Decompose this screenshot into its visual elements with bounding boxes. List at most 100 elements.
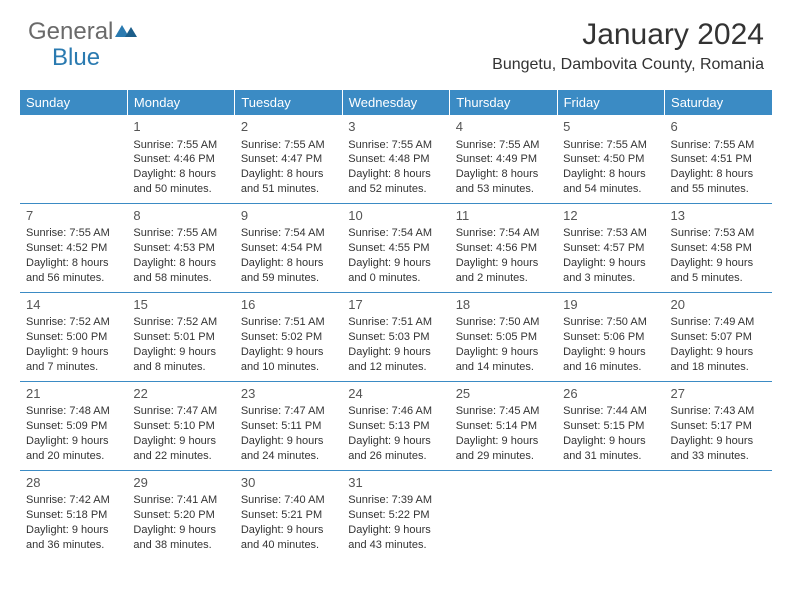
weekday-header: Friday xyxy=(557,90,664,115)
day-number: 28 xyxy=(26,474,121,492)
sunset-text: Sunset: 4:51 PM xyxy=(671,152,766,167)
sunrise-text: Sunrise: 7:55 AM xyxy=(133,138,228,153)
daylight-text: Daylight: 9 hours xyxy=(671,434,766,449)
daylight-text: Daylight: 8 hours xyxy=(456,167,551,182)
day-number: 17 xyxy=(348,296,443,314)
calendar-day-cell: 12Sunrise: 7:53 AMSunset: 4:57 PMDayligh… xyxy=(557,203,664,292)
daylight-text: Daylight: 9 hours xyxy=(563,256,658,271)
sunset-text: Sunset: 5:11 PM xyxy=(241,419,336,434)
daylight-text: and 22 minutes. xyxy=(133,449,228,464)
calendar-day-cell: 7Sunrise: 7:55 AMSunset: 4:52 PMDaylight… xyxy=(20,203,127,292)
day-number: 20 xyxy=(671,296,766,314)
day-number: 31 xyxy=(348,474,443,492)
calendar-week-row: 1Sunrise: 7:55 AMSunset: 4:46 PMDaylight… xyxy=(20,115,772,203)
daylight-text: Daylight: 9 hours xyxy=(456,434,551,449)
sunset-text: Sunset: 5:15 PM xyxy=(563,419,658,434)
calendar-empty-cell xyxy=(557,470,664,558)
daylight-text: and 24 minutes. xyxy=(241,449,336,464)
day-number: 2 xyxy=(241,118,336,136)
day-number: 15 xyxy=(133,296,228,314)
day-number: 7 xyxy=(26,207,121,225)
sunrise-text: Sunrise: 7:39 AM xyxy=(348,493,443,508)
daylight-text: and 56 minutes. xyxy=(26,271,121,286)
calendar-day-cell: 10Sunrise: 7:54 AMSunset: 4:55 PMDayligh… xyxy=(342,203,449,292)
calendar-empty-cell xyxy=(665,470,772,558)
logo-text-1: General xyxy=(28,18,113,46)
calendar-day-cell: 24Sunrise: 7:46 AMSunset: 5:13 PMDayligh… xyxy=(342,381,449,470)
daylight-text: and 8 minutes. xyxy=(133,360,228,375)
calendar-day-cell: 29Sunrise: 7:41 AMSunset: 5:20 PMDayligh… xyxy=(127,470,234,558)
daylight-text: and 20 minutes. xyxy=(26,449,121,464)
daylight-text: Daylight: 9 hours xyxy=(456,256,551,271)
daylight-text: and 50 minutes. xyxy=(133,182,228,197)
daylight-text: Daylight: 9 hours xyxy=(348,256,443,271)
day-number: 26 xyxy=(563,385,658,403)
daylight-text: and 33 minutes. xyxy=(671,449,766,464)
daylight-text: Daylight: 9 hours xyxy=(26,434,121,449)
location-text: Bungetu, Dambovita County, Romania xyxy=(492,56,764,74)
daylight-text: and 16 minutes. xyxy=(563,360,658,375)
sunrise-text: Sunrise: 7:52 AM xyxy=(133,315,228,330)
daylight-text: Daylight: 8 hours xyxy=(133,256,228,271)
sunrise-text: Sunrise: 7:46 AM xyxy=(348,404,443,419)
daylight-text: Daylight: 9 hours xyxy=(133,345,228,360)
calendar-day-cell: 6Sunrise: 7:55 AMSunset: 4:51 PMDaylight… xyxy=(665,115,772,203)
calendar-body: 1Sunrise: 7:55 AMSunset: 4:46 PMDaylight… xyxy=(20,115,772,559)
day-number: 1 xyxy=(133,118,228,136)
calendar-week-row: 7Sunrise: 7:55 AMSunset: 4:52 PMDaylight… xyxy=(20,203,772,292)
daylight-text: Daylight: 9 hours xyxy=(348,345,443,360)
daylight-text: and 18 minutes. xyxy=(671,360,766,375)
daylight-text: and 31 minutes. xyxy=(563,449,658,464)
daylight-text: Daylight: 9 hours xyxy=(133,523,228,538)
daylight-text: and 2 minutes. xyxy=(456,271,551,286)
calendar-day-cell: 19Sunrise: 7:50 AMSunset: 5:06 PMDayligh… xyxy=(557,292,664,381)
sunset-text: Sunset: 4:47 PM xyxy=(241,152,336,167)
sunrise-text: Sunrise: 7:55 AM xyxy=(671,138,766,153)
calendar-day-cell: 15Sunrise: 7:52 AMSunset: 5:01 PMDayligh… xyxy=(127,292,234,381)
day-number: 14 xyxy=(26,296,121,314)
daylight-text: and 53 minutes. xyxy=(456,182,551,197)
sunrise-text: Sunrise: 7:43 AM xyxy=(671,404,766,419)
calendar-week-row: 14Sunrise: 7:52 AMSunset: 5:00 PMDayligh… xyxy=(20,292,772,381)
logo-text-2: Blue xyxy=(52,44,100,72)
sunrise-text: Sunrise: 7:53 AM xyxy=(563,226,658,241)
sunset-text: Sunset: 4:57 PM xyxy=(563,241,658,256)
daylight-text: and 10 minutes. xyxy=(241,360,336,375)
daylight-text: Daylight: 9 hours xyxy=(241,345,336,360)
daylight-text: Daylight: 9 hours xyxy=(241,434,336,449)
daylight-text: Daylight: 9 hours xyxy=(563,345,658,360)
sunset-text: Sunset: 4:49 PM xyxy=(456,152,551,167)
calendar-day-cell: 3Sunrise: 7:55 AMSunset: 4:48 PMDaylight… xyxy=(342,115,449,203)
logo-icon xyxy=(115,18,137,46)
sunrise-text: Sunrise: 7:44 AM xyxy=(563,404,658,419)
daylight-text: and 7 minutes. xyxy=(26,360,121,375)
calendar-day-cell: 16Sunrise: 7:51 AMSunset: 5:02 PMDayligh… xyxy=(235,292,342,381)
calendar-day-cell: 1Sunrise: 7:55 AMSunset: 4:46 PMDaylight… xyxy=(127,115,234,203)
daylight-text: and 36 minutes. xyxy=(26,538,121,553)
daylight-text: Daylight: 9 hours xyxy=(26,523,121,538)
sunrise-text: Sunrise: 7:40 AM xyxy=(241,493,336,508)
sunset-text: Sunset: 4:46 PM xyxy=(133,152,228,167)
daylight-text: and 26 minutes. xyxy=(348,449,443,464)
day-number: 29 xyxy=(133,474,228,492)
daylight-text: and 59 minutes. xyxy=(241,271,336,286)
calendar-day-cell: 17Sunrise: 7:51 AMSunset: 5:03 PMDayligh… xyxy=(342,292,449,381)
calendar-week-row: 21Sunrise: 7:48 AMSunset: 5:09 PMDayligh… xyxy=(20,381,772,470)
weekday-header: Thursday xyxy=(450,90,557,115)
calendar-day-cell: 13Sunrise: 7:53 AMSunset: 4:58 PMDayligh… xyxy=(665,203,772,292)
sunset-text: Sunset: 5:22 PM xyxy=(348,508,443,523)
daylight-text: and 0 minutes. xyxy=(348,271,443,286)
daylight-text: Daylight: 9 hours xyxy=(348,523,443,538)
sunset-text: Sunset: 5:17 PM xyxy=(671,419,766,434)
sunrise-text: Sunrise: 7:47 AM xyxy=(241,404,336,419)
weekday-header: Saturday xyxy=(665,90,772,115)
daylight-text: and 55 minutes. xyxy=(671,182,766,197)
day-number: 9 xyxy=(241,207,336,225)
calendar-day-cell: 11Sunrise: 7:54 AMSunset: 4:56 PMDayligh… xyxy=(450,203,557,292)
daylight-text: Daylight: 9 hours xyxy=(671,345,766,360)
day-number: 13 xyxy=(671,207,766,225)
sunset-text: Sunset: 5:02 PM xyxy=(241,330,336,345)
daylight-text: Daylight: 9 hours xyxy=(241,523,336,538)
sunset-text: Sunset: 4:53 PM xyxy=(133,241,228,256)
sunrise-text: Sunrise: 7:54 AM xyxy=(241,226,336,241)
